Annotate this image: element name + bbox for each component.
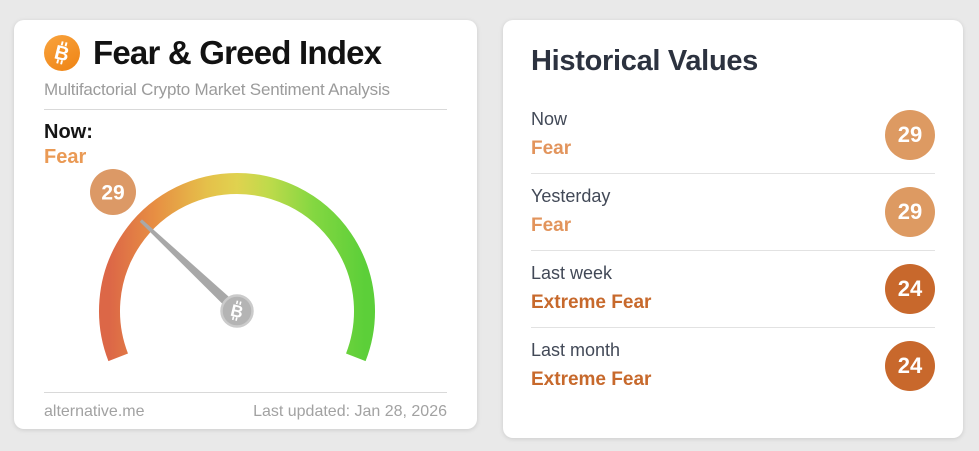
svg-text:B: B [52, 42, 71, 67]
gauge-value: 29 [101, 182, 124, 205]
value-badge: 24 [885, 263, 935, 314]
classification-label: Extreme Fear [531, 292, 652, 313]
period-label: Last week [531, 263, 613, 283]
page-subtitle: Multifactorial Crypto Market Sentiment A… [44, 80, 390, 99]
historical-value-row: Last week Extreme Fear 24 [531, 250, 935, 327]
period-label: Last month [531, 340, 621, 360]
alternative-me-link[interactable]: alternative.me [44, 403, 145, 420]
historical-values-list: Now Fear 29 Yesterday Fear 29 Last week … [531, 97, 935, 404]
value-badge: 24 [885, 340, 935, 391]
fear-greed-gauge: B 29 [67, 151, 407, 373]
now-classification: Fear [44, 146, 87, 168]
gauge-arc [99, 173, 375, 362]
classification-label: Extreme Fear [531, 369, 652, 390]
gauge-value-badge: 29 [90, 169, 136, 215]
historical-values-title: Historical Values [531, 45, 759, 77]
bitcoin-icon: B [44, 35, 80, 71]
value-badge: 29 [885, 109, 935, 160]
last-updated-text: Last updated: Jan 28, 2026 [253, 403, 447, 420]
historical-value-row: Now Fear 29 [531, 97, 935, 173]
bitcoin-hub-icon: B [229, 300, 245, 322]
index-card-header: B Fear & Greed Index [44, 34, 447, 72]
historical-value-row: Yesterday Fear 29 [531, 173, 935, 250]
fear-greed-index-card: B Fear & Greed Index Multifactorial Cryp… [14, 20, 477, 429]
gauge-needle [139, 219, 241, 315]
classification-label: Fear [531, 138, 572, 159]
period-label: Yesterday [531, 186, 611, 206]
gauge-hub: B [220, 294, 254, 328]
historical-value-row: Last month Extreme Fear 24 [531, 327, 935, 404]
index-card-footer: alternative.me Last updated: Jan 28, 202… [44, 392, 447, 421]
value-badge: 29 [885, 186, 935, 237]
header-divider [44, 109, 447, 110]
historical-values-card: Historical Values Now Fear 29 Yesterday … [503, 20, 963, 438]
page-title: Fear & Greed Index [93, 34, 382, 71]
classification-label: Fear [531, 215, 572, 236]
period-label: Now [531, 109, 568, 129]
now-label: Now: [44, 121, 93, 143]
